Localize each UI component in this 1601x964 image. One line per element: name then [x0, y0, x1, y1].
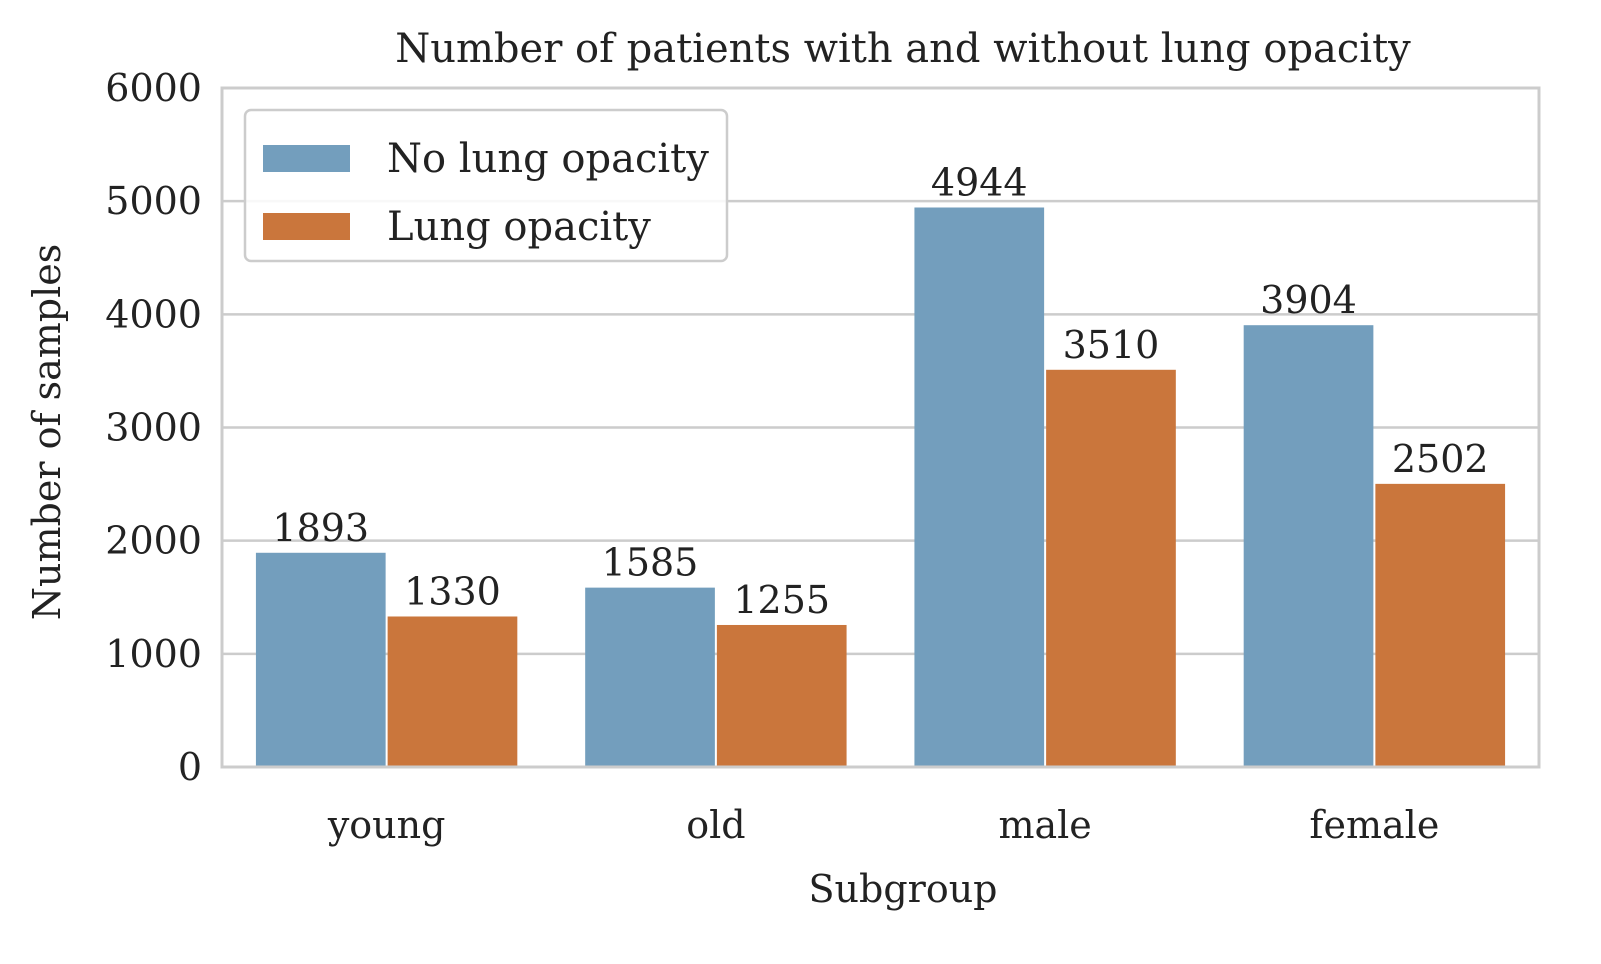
y-tick-label: 2000 — [105, 519, 202, 563]
x-axis-label: Subgroup — [809, 867, 998, 911]
y-tick-label: 5000 — [105, 179, 202, 223]
x-tick-label-old: old — [686, 803, 745, 847]
bar-value-label: 1585 — [602, 541, 699, 585]
y-tick-label: 4000 — [105, 292, 202, 336]
bar-value-label: 1330 — [404, 569, 501, 613]
bars — [255, 207, 1506, 767]
bar-value-label: 1255 — [733, 578, 830, 622]
bar-lung-opacity-young — [387, 616, 518, 767]
bar-no-lung-opacity-young — [255, 552, 386, 767]
legend-box — [243, 108, 729, 263]
bar-no-lung-opacity-female — [1243, 325, 1374, 767]
legend-swatch — [263, 213, 350, 240]
x-tick-label-female: female — [1309, 803, 1439, 847]
bar-lung-opacity-female — [1375, 483, 1506, 767]
x-tick-label-young: young — [327, 803, 446, 847]
y-axis-label: Number of samples — [25, 244, 69, 621]
bar-value-label: 3510 — [1063, 323, 1160, 367]
y-tick-label: 3000 — [105, 406, 202, 450]
bar-value-label: 4944 — [931, 161, 1028, 205]
legend-swatch — [263, 145, 350, 172]
bar-no-lung-opacity-old — [585, 587, 715, 767]
legend: No lung opacity Lung opacity — [243, 108, 729, 263]
x-tick-label-male: male — [998, 803, 1091, 847]
y-tick-label: 1000 — [105, 632, 202, 676]
plot-frame — [220, 86, 1541, 769]
y-tick-label: 6000 — [105, 66, 202, 110]
chart-title: Number of patients with and without lung… — [395, 26, 1411, 72]
bar-value-label: 2502 — [1392, 437, 1489, 481]
bar-lung-opacity-old — [716, 624, 847, 767]
bar-value-labels: 1893 1330 1585 1255 4944 3510 3904 2502 — [272, 161, 1488, 622]
legend-label: Lung opacity — [387, 204, 651, 250]
bar-value-label: 3904 — [1260, 278, 1357, 322]
bar-lung-opacity-male — [1046, 369, 1176, 767]
axes: 0 1000 2000 3000 4000 5000 6000 young old male fem… — [105, 66, 1541, 847]
bar-value-label: 1893 — [272, 506, 369, 550]
y-tick-label: 0 — [178, 745, 202, 789]
bar-no-lung-opacity-male — [914, 207, 1045, 767]
legend-label: No lung opacity — [387, 136, 709, 182]
